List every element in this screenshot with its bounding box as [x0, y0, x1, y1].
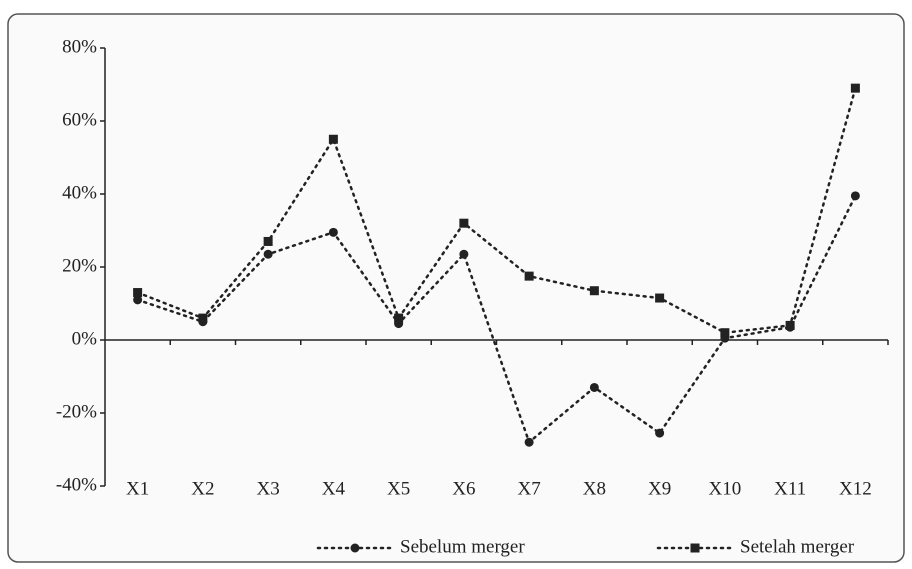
- legend-marker: [690, 543, 700, 553]
- x-tick-label: X7: [518, 478, 541, 499]
- x-tick-label: X4: [322, 478, 346, 499]
- legend-label: Setelah merger: [740, 536, 855, 557]
- x-tick-label: X2: [191, 478, 214, 499]
- data-point: [589, 382, 599, 392]
- series-line: [136, 194, 857, 445]
- data-point: [850, 83, 860, 93]
- series-line: [136, 86, 857, 334]
- y-tick-label: 20%: [62, 255, 97, 276]
- x-tick-label: X12: [839, 478, 872, 499]
- x-tick-label: X3: [257, 478, 280, 499]
- legend-marker: [350, 543, 360, 553]
- data-point: [133, 295, 143, 305]
- data-point: [524, 271, 534, 281]
- data-point: [263, 236, 273, 246]
- y-tick-label: 40%: [62, 182, 97, 203]
- x-tick-label: X11: [774, 478, 806, 499]
- data-point: [133, 288, 143, 298]
- data-point: [459, 249, 469, 259]
- data-point: [263, 249, 273, 259]
- y-tick-label: -20%: [56, 401, 97, 422]
- x-tick-label: X1: [126, 478, 149, 499]
- data-point: [198, 313, 208, 323]
- data-point: [328, 227, 338, 237]
- y-tick-label: 0%: [72, 328, 98, 349]
- x-tick-label: X6: [452, 478, 475, 499]
- legend-label: Sebelum merger: [400, 536, 525, 557]
- data-point: [459, 218, 469, 228]
- data-point: [850, 191, 860, 201]
- data-point: [720, 328, 730, 338]
- x-tick-label: X5: [387, 478, 410, 499]
- data-point: [785, 320, 795, 330]
- data-point: [655, 293, 665, 303]
- x-tick-label: X10: [709, 478, 742, 499]
- data-point: [655, 428, 665, 438]
- data-point: [524, 437, 534, 447]
- y-tick-label: 60%: [62, 109, 97, 130]
- data-point: [394, 313, 404, 323]
- y-tick-label: -40%: [56, 474, 97, 495]
- x-tick-label: X9: [648, 478, 671, 499]
- chart-frame: [7, 13, 905, 563]
- y-tick-label: 80%: [62, 36, 97, 57]
- data-point: [328, 134, 338, 144]
- data-point: [589, 286, 599, 296]
- x-tick-label: X8: [583, 478, 606, 499]
